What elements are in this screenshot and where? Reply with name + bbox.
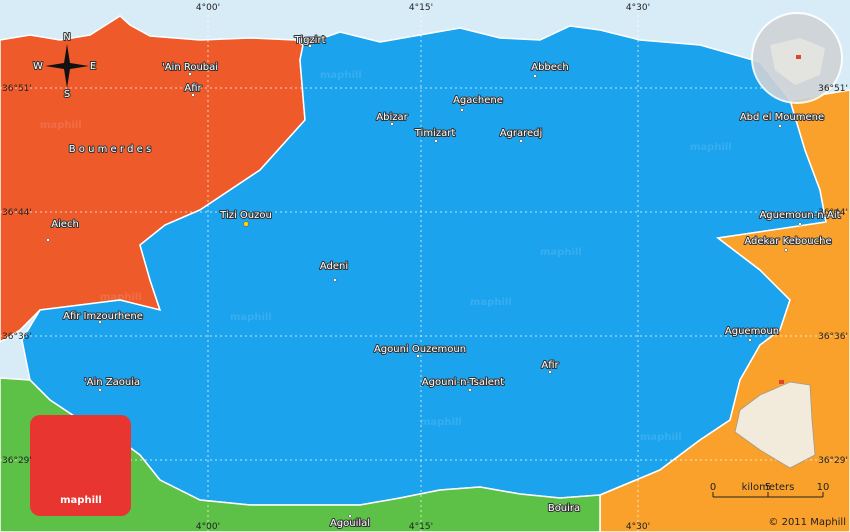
region-label: B o u m e r d e s bbox=[69, 144, 151, 155]
watermark: maphill bbox=[230, 312, 272, 323]
place-label: Bouira bbox=[548, 503, 580, 514]
watermark: maphill bbox=[470, 297, 512, 308]
watermark: maphill bbox=[640, 432, 682, 443]
lat-label: 36°36' bbox=[2, 332, 32, 342]
place-dot bbox=[416, 354, 420, 358]
watermark: maphill bbox=[420, 417, 462, 428]
place-dot bbox=[460, 108, 464, 112]
place-dot bbox=[188, 72, 192, 76]
place-dot bbox=[333, 278, 337, 282]
compass bbox=[45, 44, 89, 88]
compass-letter: E bbox=[90, 61, 96, 72]
place-label: Abizar bbox=[376, 112, 408, 123]
place-label: Agouni Ouzemoun bbox=[374, 344, 466, 355]
place-dot bbox=[434, 139, 438, 143]
place-dot bbox=[308, 44, 312, 48]
place-label: Aguemoun bbox=[725, 326, 779, 337]
logo-box bbox=[30, 415, 131, 516]
lon-label: 4°15' bbox=[409, 522, 433, 532]
watermark: maphill bbox=[690, 142, 732, 153]
lon-label: 4°00' bbox=[196, 522, 220, 532]
watermark: maphill bbox=[320, 70, 362, 81]
place-label: 'Ain Roubai bbox=[162, 62, 218, 73]
place-dot bbox=[548, 370, 552, 374]
watermark: maphill bbox=[100, 292, 142, 303]
place-label: Agachene bbox=[453, 95, 503, 106]
place-dot bbox=[348, 514, 352, 518]
lon-label: 4°00' bbox=[196, 3, 220, 13]
scale-unit: kilometers bbox=[742, 482, 795, 493]
place-label: Afir Imzourhene bbox=[63, 311, 143, 322]
place-label: Afir bbox=[184, 83, 202, 94]
logo-text: maphill bbox=[60, 495, 102, 506]
lat-label: 36°36' bbox=[818, 332, 848, 342]
lat-label: 36°44' bbox=[2, 208, 32, 218]
place-dot bbox=[191, 93, 195, 97]
compass-letter: W bbox=[33, 61, 43, 72]
place-dot bbox=[98, 388, 102, 392]
place-dot bbox=[390, 122, 394, 126]
compass-letter: S bbox=[64, 89, 70, 100]
place-dot bbox=[533, 74, 537, 78]
place-label: Afir bbox=[541, 360, 559, 371]
compass-letter: N bbox=[63, 32, 70, 43]
place-label: Agouni-n-Tsalent bbox=[422, 377, 504, 388]
place-label: Adeni bbox=[320, 261, 348, 272]
lon-label: 4°15' bbox=[409, 3, 433, 13]
lat-label: 36°51' bbox=[2, 84, 32, 94]
place-dot bbox=[784, 248, 788, 252]
place-label: Timizart bbox=[414, 128, 456, 139]
place-dot bbox=[243, 221, 249, 227]
place-dot bbox=[798, 222, 802, 226]
copyright: © 2011 Maphill bbox=[768, 517, 846, 528]
scale-tick: 10 bbox=[817, 482, 830, 493]
place-label: Tigzirt bbox=[294, 35, 326, 46]
place-label: Tizi Ouzou bbox=[219, 210, 272, 221]
lat-label: 36°29' bbox=[2, 456, 32, 466]
place-dot bbox=[46, 238, 50, 242]
place-label: Agraredj bbox=[500, 128, 543, 139]
country-inset bbox=[734, 380, 816, 469]
place-label: Adekar Kebouche bbox=[744, 236, 831, 247]
place-dot bbox=[468, 388, 472, 392]
scale-bar bbox=[712, 492, 824, 498]
scale-tick: 0 bbox=[710, 482, 716, 493]
place-dot bbox=[519, 139, 523, 143]
place-label: Aiech bbox=[51, 219, 79, 230]
watermark: maphill bbox=[540, 247, 582, 258]
place-dot bbox=[558, 503, 562, 507]
lat-label: 36°51' bbox=[818, 84, 848, 94]
place-label: Abbech bbox=[531, 62, 569, 73]
place-label: Abd el Moumene bbox=[740, 112, 824, 123]
place-label: Aguemoun-n-Ait bbox=[759, 210, 840, 221]
lon-label: 4°30' bbox=[626, 522, 650, 532]
place-dot bbox=[98, 320, 102, 324]
place-dot bbox=[778, 124, 782, 128]
scale-tick: 5 bbox=[765, 482, 771, 493]
lon-label: 4°30' bbox=[626, 3, 650, 13]
watermark: maphill bbox=[40, 120, 82, 131]
lat-label: 36°29' bbox=[818, 456, 848, 466]
place-label: 'Ain Zaouia bbox=[84, 377, 140, 388]
place-dot bbox=[748, 338, 752, 342]
place-label: Agouilal bbox=[330, 518, 370, 529]
lat-label: 36°44' bbox=[818, 208, 848, 218]
globe-inset bbox=[751, 12, 843, 104]
